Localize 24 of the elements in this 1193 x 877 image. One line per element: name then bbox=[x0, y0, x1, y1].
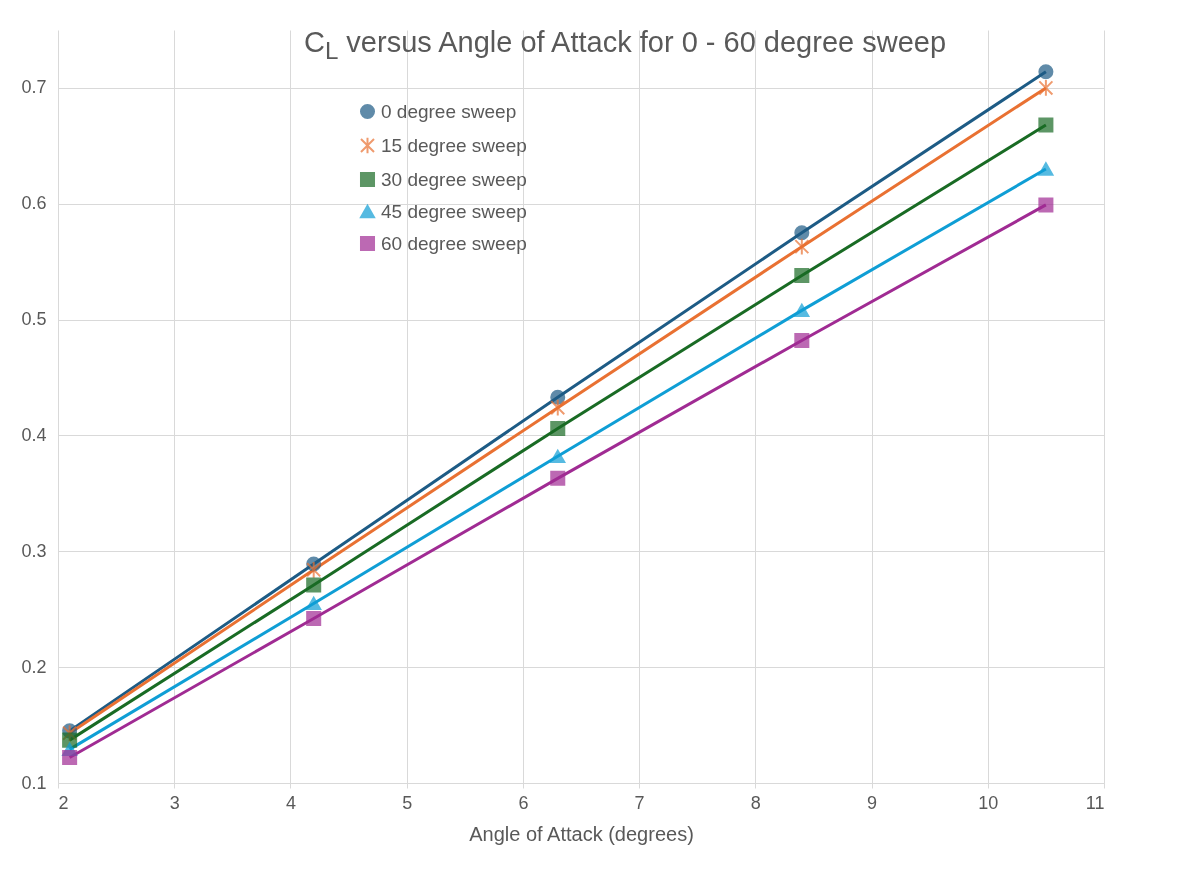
x-tick-label: 6 bbox=[518, 792, 529, 813]
legend-label: 30 degree sweep bbox=[381, 168, 527, 190]
legend-label: 15 degree sweep bbox=[381, 134, 527, 156]
x-tick-label: 10 bbox=[978, 792, 999, 813]
x-axis-title: Angle of Attack (degrees) bbox=[469, 822, 694, 845]
x-tick-label: 8 bbox=[750, 792, 761, 813]
legend-label: 0 degree sweep bbox=[381, 100, 517, 122]
x-tick-label: 4 bbox=[285, 792, 296, 813]
y-tick-label: 0.1 bbox=[21, 772, 47, 793]
x-tick-label: 3 bbox=[169, 792, 180, 813]
y-tick-label: 0.2 bbox=[21, 656, 47, 677]
x-tick-label: 9 bbox=[867, 792, 878, 813]
x-tick-label: 7 bbox=[634, 792, 645, 813]
legend-label: 60 degree sweep bbox=[381, 232, 527, 254]
y-tick-label: 0.5 bbox=[21, 309, 47, 330]
y-tick-label: 0.6 bbox=[21, 193, 47, 214]
legend-label: 45 degree sweep bbox=[381, 200, 527, 222]
y-tick-label: 0.7 bbox=[21, 77, 47, 98]
x-tick-label: 2 bbox=[58, 792, 69, 813]
y-tick-label: 0.3 bbox=[21, 540, 47, 561]
y-tick-label: 0.4 bbox=[21, 424, 47, 445]
chart-title: C$_{L}$ versus Angle of Attack for 0 - 60 degree sweep bbox=[302, 26, 948, 65]
x-tick-label: 5 bbox=[402, 792, 413, 813]
x-tick-label: 11 bbox=[1085, 792, 1105, 813]
